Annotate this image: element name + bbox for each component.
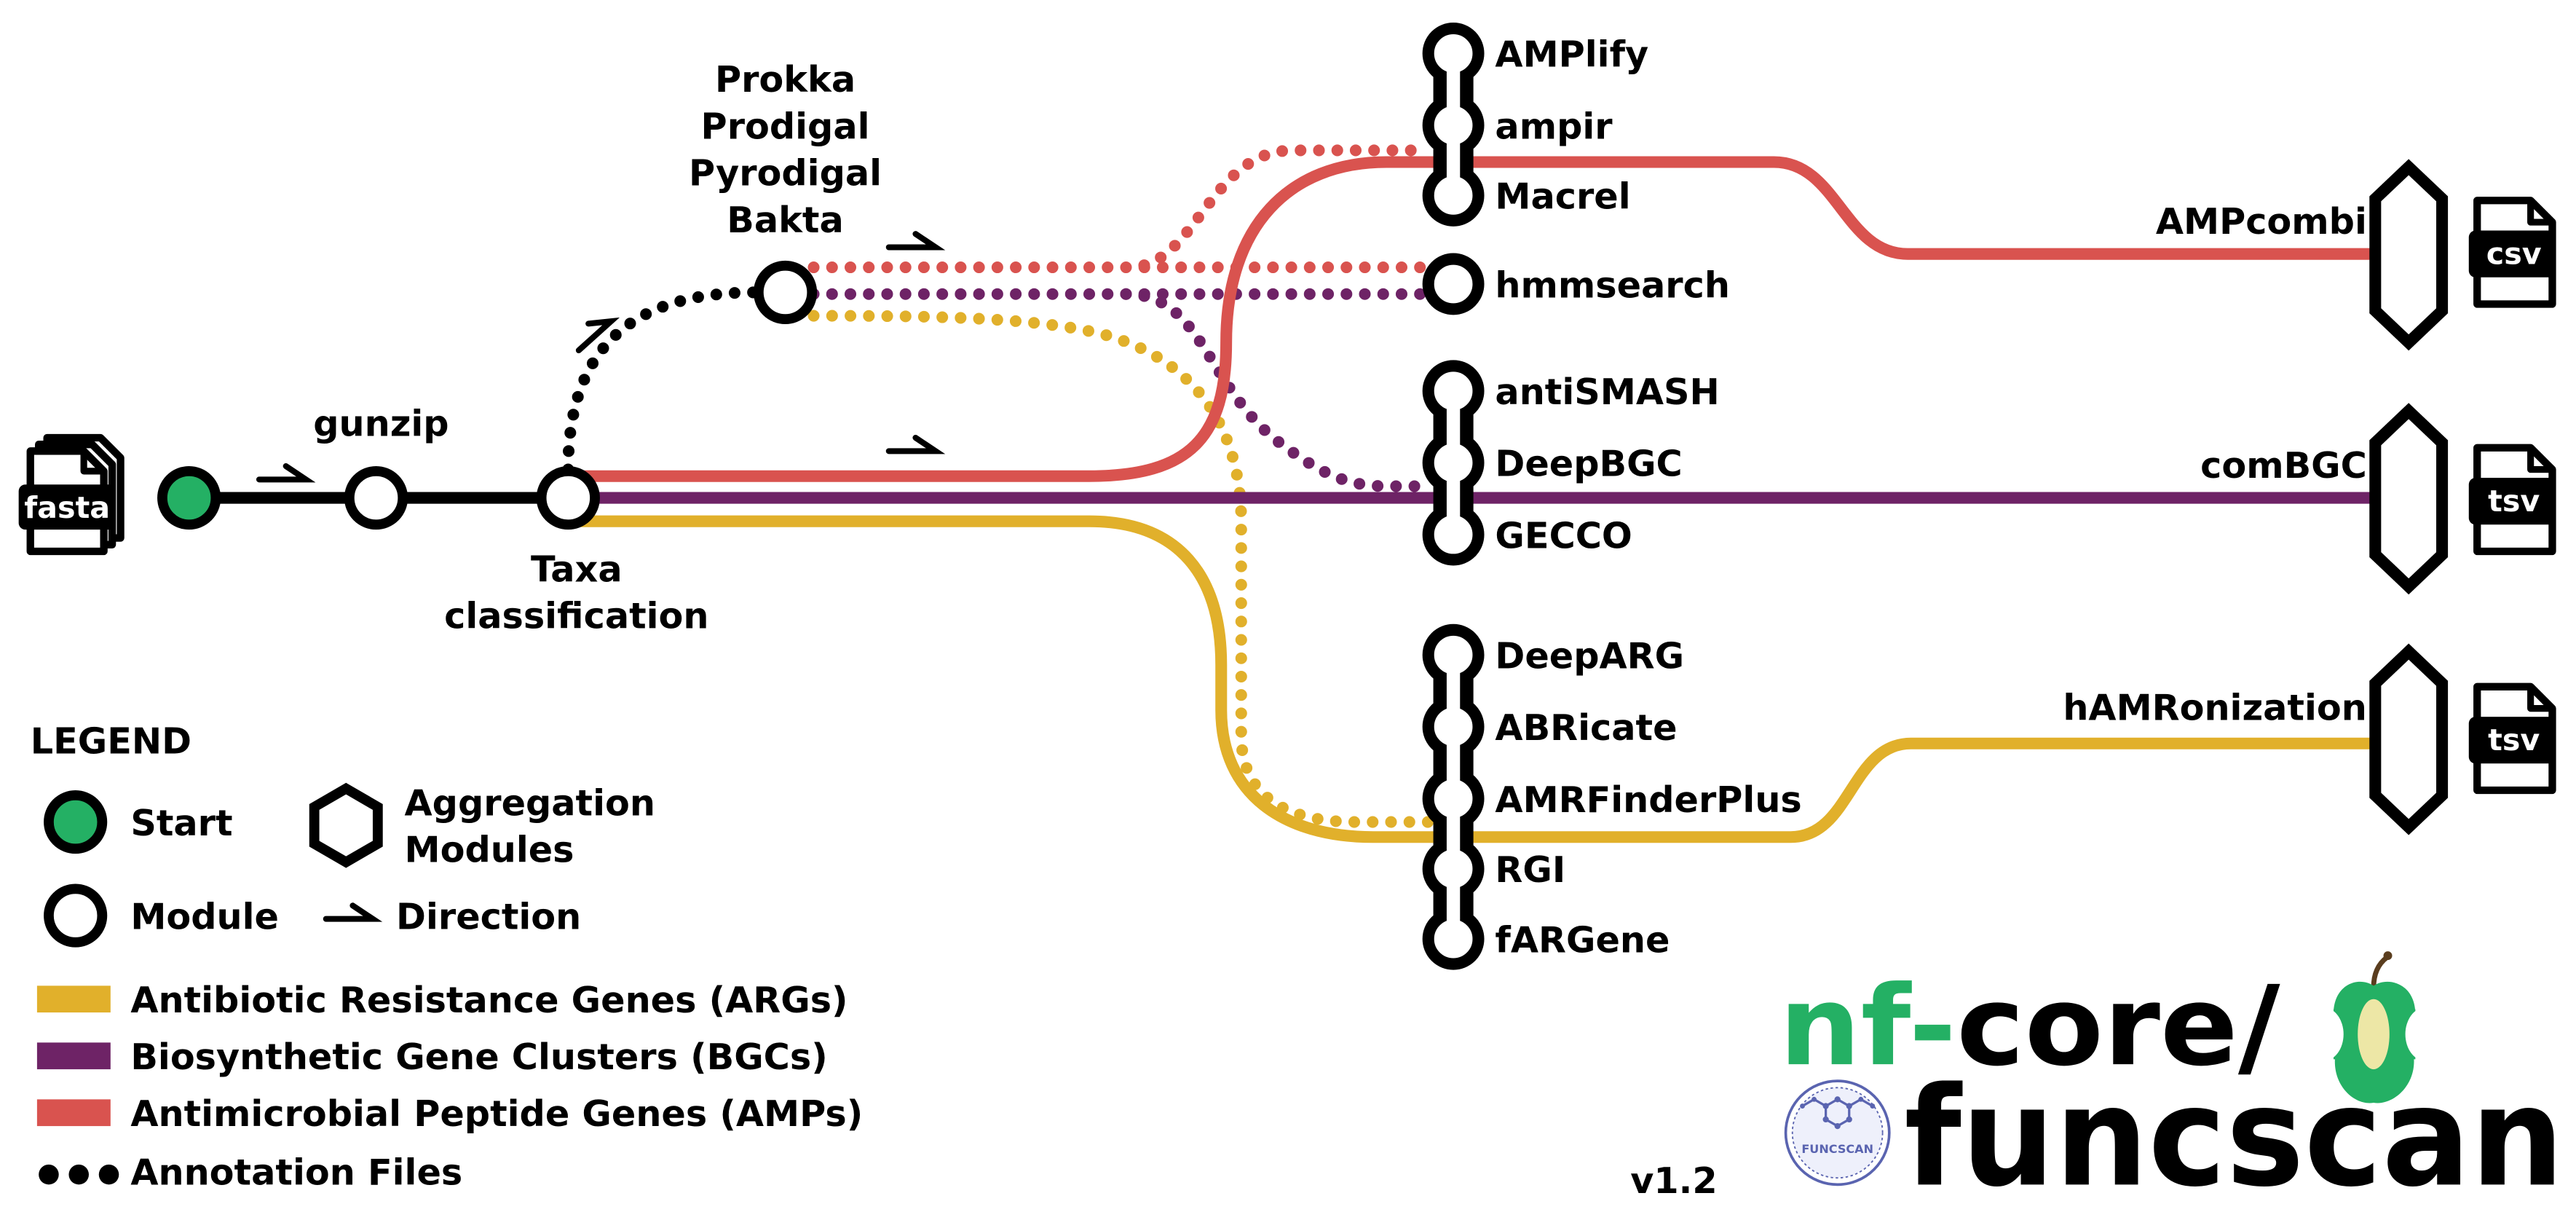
legend-track-label: Antibiotic Resistance Genes (ARGs) [130, 979, 848, 1021]
taxa-to-annotation-dotted-line [562, 286, 762, 476]
module-label: ABRicate [1495, 707, 1677, 749]
logo-prefix-black: core/ [1956, 961, 2280, 1090]
legend-track-label: Antimicrobial Peptide Genes (AMPs) [130, 1093, 863, 1135]
taxa-label: classification [444, 594, 708, 637]
arg-annotation-dotted-line [807, 310, 1434, 828]
direction-arrow-icon [885, 231, 946, 251]
module-label: ampir [1495, 105, 1613, 147]
legend-start-label: Start [130, 802, 232, 844]
aggregation-hexagon [2369, 643, 2449, 835]
logo-name: funcscan [1904, 1058, 2564, 1217]
legend-bgc-swatch [36, 1042, 111, 1070]
aggregation-hamronization: hAMRonization tsv [2063, 643, 2556, 835]
direction-arrows [256, 231, 946, 483]
module-label: Macrel [1495, 176, 1630, 218]
output-format-label: tsv [2488, 484, 2540, 519]
start-node [157, 465, 221, 530]
legend-hexagon-icon [309, 782, 383, 868]
legend-amp-swatch [36, 1099, 111, 1127]
module-label: hmmsearch [1495, 264, 1730, 306]
apple-core-icon [2303, 951, 2446, 1103]
aggregation-label: comBGC [2200, 444, 2367, 487]
legend-aggregation-label: Modules [405, 829, 574, 871]
module-label: AMRFinderPlus [1495, 779, 1801, 821]
csv-file-icon: csv [2468, 197, 2556, 308]
legend-arg-swatch [36, 985, 111, 1013]
annotation-label: Bakta [727, 199, 843, 241]
aggregation-label: AMPcombi [2156, 200, 2367, 243]
annotation-label: Pyrodigal [689, 152, 882, 194]
logo-prefix-green: nf- [1779, 961, 1956, 1090]
tsv-file-icon: tsv [2468, 444, 2556, 556]
aggregation-hexagon [2369, 159, 2449, 351]
tsv-file-icon: tsv [2468, 682, 2556, 795]
nf-core-funcscan-logo: nf-core/ FUNCSCA [1779, 951, 2564, 1217]
legend-direction-label: Direction [396, 895, 581, 937]
amp-module-group [1422, 22, 1485, 227]
pipeline-tracks [189, 156, 2376, 843]
module-label: RGI [1495, 849, 1565, 891]
module-label: DeepBGC [1495, 443, 1682, 485]
legend-module-icon [44, 883, 108, 948]
direction-arrow-icon [256, 463, 316, 483]
annotation-label: Prokka [715, 58, 856, 101]
hmmsearch-node [1422, 253, 1485, 315]
bgc-module-group [1422, 360, 1485, 566]
aggregation-ampcombi: AMPcombi csv [2156, 159, 2556, 351]
taxa-classification-node [536, 465, 600, 530]
legend-annotation-files-label: Annotation Files [130, 1151, 462, 1193]
direction-arrow-icon [885, 434, 946, 454]
output-format-label: csv [2486, 236, 2542, 271]
annotation-node [753, 260, 818, 325]
fasta-file-icon: fasta [18, 433, 125, 556]
aggregation-label: hAMRonization [2063, 687, 2367, 729]
legend-aggregation-label: Aggregation [405, 782, 655, 824]
module-label: fARGene [1495, 919, 1670, 961]
arg-track-line [568, 515, 2376, 843]
legend-module-label: Module [130, 895, 279, 937]
legend: LEGEND Start Aggregation Modules Module … [31, 720, 864, 1194]
module-label: antiSMASH [1495, 371, 1719, 413]
gunzip-label: gunzip [313, 403, 449, 445]
module-label: AMPlify [1495, 34, 1648, 76]
annotation-label: Prodigal [701, 105, 870, 147]
funcscan-badge-icon: FUNCSCAN [1784, 1079, 1891, 1186]
output-format-label: tsv [2488, 723, 2540, 757]
module-label: GECCO [1495, 514, 1632, 556]
logo-prefix: nf-core/ [1779, 961, 2280, 1090]
arg-module-group [1422, 623, 1485, 970]
annotation-file-lines [562, 144, 1434, 828]
direction-arrow-icon [575, 317, 620, 354]
bgc-annotation-dotted-line [1120, 288, 1434, 492]
amp-track-line [568, 156, 2376, 482]
gunzip-node [344, 465, 408, 530]
version-label: v1.2 [1630, 1160, 1717, 1202]
legend-track-label: Biosynthetic Gene Clusters (BGCs) [130, 1036, 827, 1078]
legend-start-icon [44, 790, 108, 854]
aggregation-combgc: comBGC tsv [2200, 403, 2556, 595]
input-file-label: fasta [24, 490, 110, 525]
legend-dots-icon [39, 1164, 119, 1185]
module-label: DeepARG [1495, 635, 1684, 677]
badge-label: FUNCSCAN [1801, 1142, 1873, 1156]
aggregation-hexagon [2369, 403, 2449, 595]
legend-title: LEGEND [31, 720, 191, 763]
legend-direction-arrow-icon [323, 902, 383, 922]
taxa-label: Taxa [531, 548, 623, 590]
